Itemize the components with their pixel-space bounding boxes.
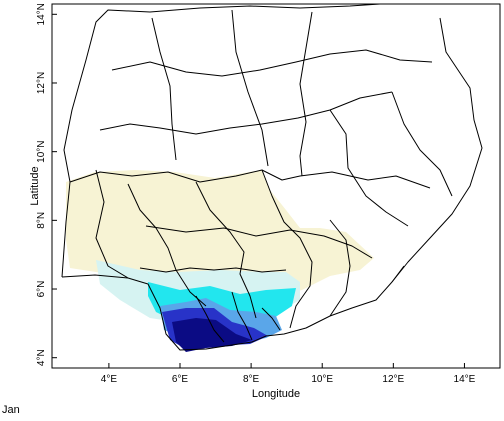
inland-border-o (231, 291, 253, 341)
y-tick-label: 8°N (36, 212, 47, 229)
inland-border-west (95, 169, 129, 279)
y-tick-label: 10°N (36, 140, 47, 162)
x-tick-label: 12°E (382, 374, 404, 385)
x-tick-label: 6°E (172, 374, 189, 385)
national-border-north (61, 3, 381, 278)
x-tick-label: 4°E (101, 374, 118, 385)
inland-border-k (299, 11, 313, 177)
national-border-east (391, 17, 483, 283)
inland-border-p (261, 307, 281, 331)
boundary-lines (61, 3, 483, 351)
x-axis-ticks: 4°E 6°E 8°E 10°E 12°E 14°E (101, 363, 476, 385)
month-label: Jan (2, 404, 20, 416)
y-axis-ticks: 4°N 6°N 8°N 10°N 12°N 14°N (36, 3, 57, 366)
shading-light-yellow (66, 170, 374, 300)
inland-border-c (195, 181, 257, 319)
inland-border-d (261, 169, 313, 329)
x-tick-label: 14°E (454, 374, 476, 385)
inland-border-j (231, 9, 269, 167)
y-axis-title: Latitude (29, 166, 41, 205)
x-tick-label: 8°E (243, 374, 260, 385)
inland-border-h (111, 49, 433, 77)
inland-border-l (329, 109, 409, 227)
shading-dark-navy (172, 318, 252, 352)
inland-border-n (195, 295, 225, 343)
y-tick-label: 14°N (36, 3, 47, 25)
coastline (61, 265, 405, 351)
y-tick-label: 4°N (36, 349, 47, 366)
inland-border-e (145, 225, 373, 259)
y-tick-label: 6°N (36, 281, 47, 298)
inland-border-g (99, 91, 393, 135)
precipitation-shading (66, 170, 374, 352)
inland-border-q (329, 219, 351, 317)
map-frame (51, 3, 501, 369)
inland-border-m (391, 91, 453, 197)
y-tick-label: 12°N (36, 72, 47, 94)
x-tick-label: 10°E (311, 374, 333, 385)
inland-border-f (139, 267, 287, 273)
inland-border-b (127, 183, 207, 307)
x-axis-title: Longitude (252, 388, 300, 400)
inland-border-i (151, 17, 177, 161)
